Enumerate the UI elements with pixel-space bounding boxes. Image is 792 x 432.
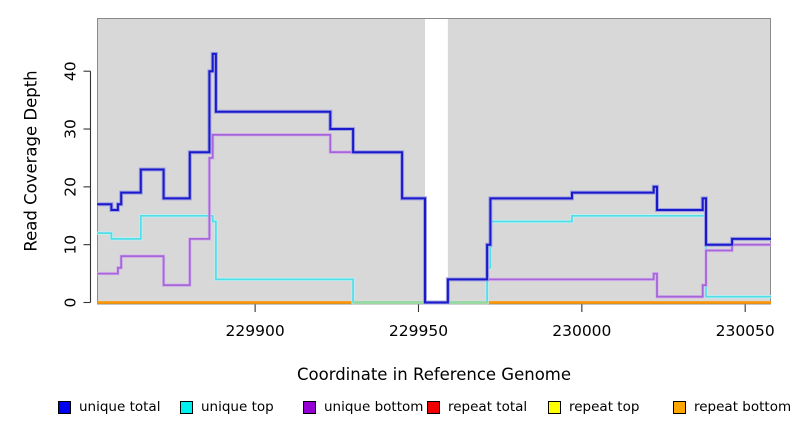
legend-label: unique top — [201, 399, 274, 415]
legend-label: repeat top — [569, 399, 640, 415]
x-axis-title: Coordinate in Reference Genome — [296, 365, 572, 384]
legend-item-repeat-total: repeat total — [427, 399, 527, 415]
legend-swatch — [303, 400, 316, 414]
legend-label: repeat bottom — [694, 399, 792, 415]
y-tick-label: 20 — [62, 177, 80, 197]
x-tick-label: 230000 — [552, 322, 611, 340]
legend-swatch — [548, 400, 561, 414]
x-tick-label: 230050 — [716, 322, 775, 340]
legend-swatch — [673, 400, 686, 414]
x-tick-label: 229950 — [389, 322, 448, 340]
legend-item-unique-total: unique total — [58, 399, 160, 415]
legend-swatch — [58, 400, 71, 414]
legend-item-repeat-top: repeat top — [548, 399, 639, 415]
series-unique-top-line — [97, 214, 771, 304]
x-axis: 229900 229950 230000 230050 — [226, 304, 775, 340]
legend-item-repeat-bottom: repeat bottom — [673, 399, 791, 415]
legend-label: repeat total — [448, 399, 528, 415]
y-tick-label: 10 — [62, 235, 80, 255]
y-tick-label: 0 — [62, 298, 80, 308]
coverage-gap-band — [425, 19, 448, 301]
series-unique-total-line — [97, 52, 771, 304]
legend-swatch — [427, 400, 440, 414]
legend-item-unique-bottom: unique bottom — [303, 399, 423, 415]
x-tick-label: 229900 — [226, 322, 285, 340]
legend-label: unique bottom — [324, 399, 424, 415]
y-axis: 0 10 20 30 40 — [62, 61, 92, 308]
legend-label: unique total — [79, 399, 161, 415]
y-tick-label: 40 — [62, 61, 80, 81]
legend: unique total unique top unique bottom repea… — [0, 399, 792, 417]
y-axis-title: Read Coverage Depth — [21, 70, 41, 252]
legend-swatch — [180, 400, 193, 414]
y-tick-label: 30 — [62, 119, 80, 139]
legend-item-unique-top: unique top — [180, 399, 274, 415]
